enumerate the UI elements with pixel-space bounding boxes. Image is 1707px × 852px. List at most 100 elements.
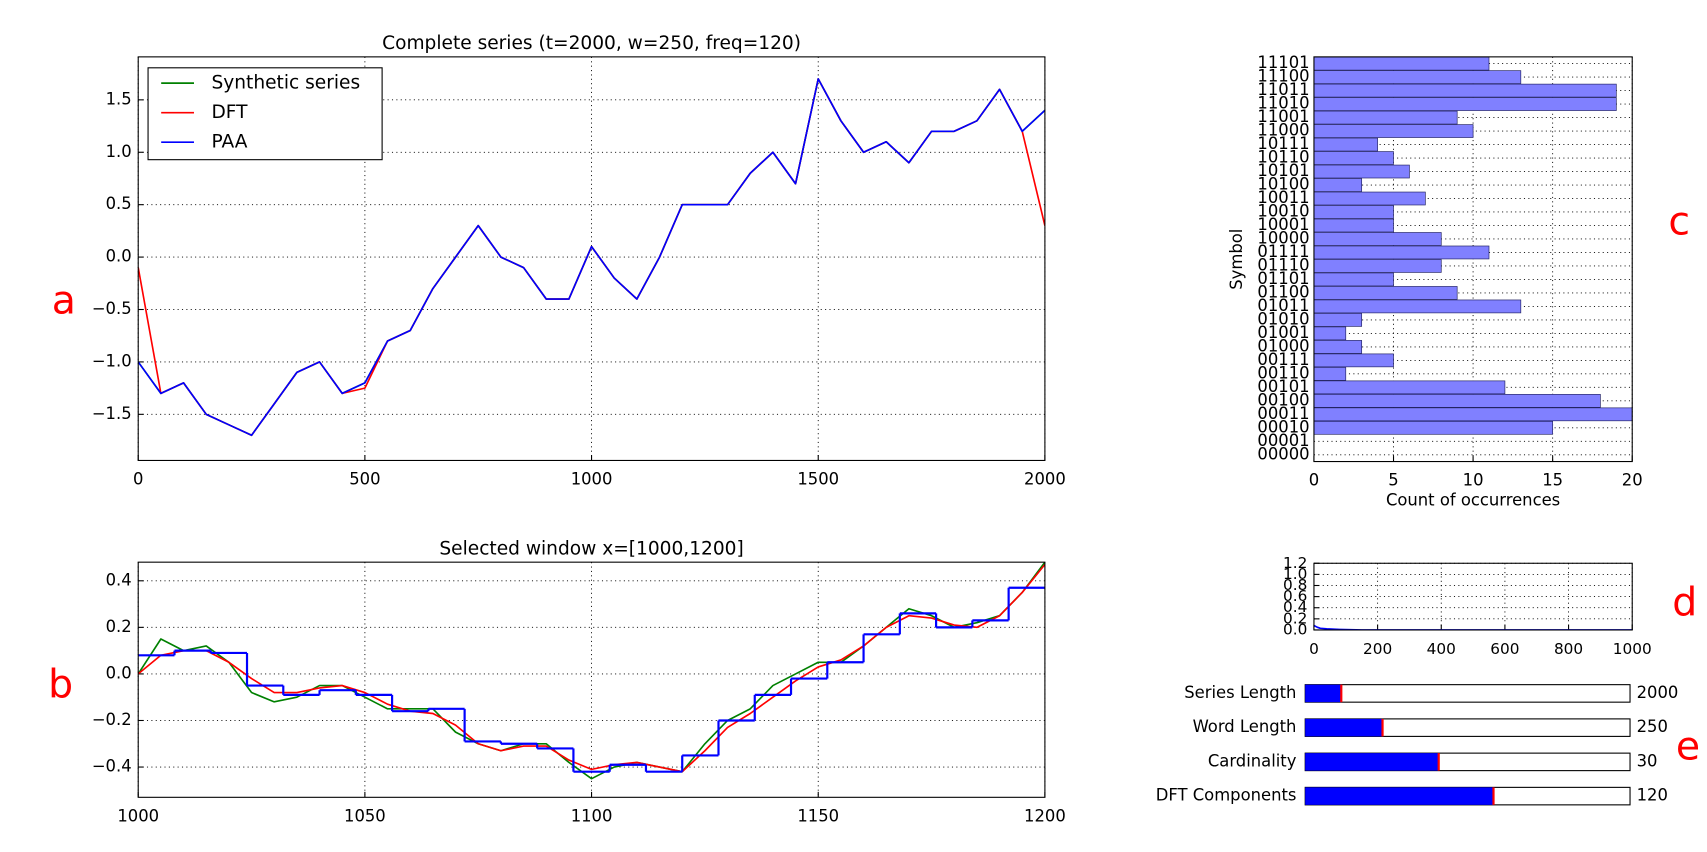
bar [1313, 367, 1347, 381]
x-tick-label: 1150 [797, 807, 839, 826]
chart-title: Selected window x=[1000,1200] [439, 539, 743, 560]
x-tick-label: 1200 [1024, 807, 1066, 826]
bar [1313, 151, 1394, 165]
y-tick-label: 1.0 [106, 142, 132, 161]
legend-label: DFT [211, 102, 248, 123]
bar [1313, 232, 1442, 246]
slider-label: Series Length [1184, 683, 1296, 702]
y-tick-label: 00110 [1257, 363, 1309, 382]
x-tick-label: 600 [1490, 640, 1519, 658]
y-tick-label: 1.0 [1283, 565, 1307, 583]
y-tick-label: 00100 [1257, 390, 1309, 409]
y-tick-label: 0.8 [1283, 576, 1307, 594]
y-tick-label: −0.4 [92, 757, 132, 776]
bar [1313, 124, 1474, 138]
x-tick-label: 0 [133, 470, 143, 489]
x-tick-label: 200 [1363, 640, 1392, 658]
y-tick-label: 00001 [1257, 431, 1309, 450]
y-tick-label: 11001 [1257, 107, 1309, 126]
y-tick-label: 0.5 [106, 194, 132, 213]
x-axis-label: Count of occurrences [1386, 490, 1560, 509]
x-tick-label: 15 [1542, 471, 1563, 490]
x-tick-label: 1000 [117, 807, 159, 826]
series-line [138, 563, 1045, 773]
bar [1313, 137, 1378, 152]
x-tick-label: 10 [1463, 471, 1484, 490]
x-tick-label: 1100 [571, 807, 613, 826]
bar [1313, 97, 1617, 111]
bar [1313, 421, 1553, 435]
panel-label: b [48, 661, 73, 707]
bar [1313, 70, 1522, 84]
legend-label: Synthetic series [211, 73, 360, 94]
slider-value: 120 [1637, 786, 1668, 805]
bar [1313, 83, 1617, 98]
bar [1313, 313, 1363, 327]
x-tick-label: 1000 [1613, 640, 1652, 658]
series-line [138, 78, 1045, 437]
y-tick-label: 1.5 [106, 89, 132, 108]
y-tick-label: 01101 [1257, 269, 1309, 288]
y-tick-label: 00101 [1257, 377, 1309, 396]
y-tick-label: 0.2 [1283, 609, 1307, 627]
y-tick-label: 10001 [1257, 215, 1309, 234]
panel-label: a [52, 277, 76, 323]
y-tick-label: 0.0 [106, 247, 132, 266]
y-tick-label: 0.4 [1283, 598, 1307, 616]
bar [1313, 205, 1394, 219]
y-tick-label: −0.2 [92, 710, 132, 729]
x-tick-label: 500 [349, 470, 380, 489]
x-tick-label: 0 [1309, 640, 1319, 658]
bar [1313, 326, 1347, 341]
y-tick-label: 00000 [1257, 444, 1309, 463]
bar [1313, 353, 1394, 368]
series-line [1313, 624, 1633, 630]
chart-title: Complete series (t=2000, w=250, freq=120… [382, 33, 801, 54]
y-tick-label: 11010 [1257, 94, 1309, 113]
bar [1313, 259, 1442, 273]
x-tick-label: 0 [1309, 471, 1319, 490]
slider-fill [1305, 787, 1494, 805]
y-tick-label: 11000 [1257, 121, 1309, 140]
bar [1313, 218, 1394, 233]
y-tick-label: 10100 [1257, 175, 1309, 194]
y-tick-label: 0.6 [1283, 587, 1307, 605]
x-tick-label: 1050 [344, 807, 386, 826]
y-tick-label: 0.4 [106, 570, 132, 589]
y-tick-label: 10011 [1257, 188, 1309, 207]
y-tick-label: 01110 [1257, 255, 1309, 274]
slider-track [1304, 684, 1631, 703]
slider-label: Cardinality [1208, 751, 1297, 770]
x-tick-label: 2000 [1024, 470, 1066, 489]
y-tick-label: −1.5 [92, 404, 132, 423]
x-tick-label: 1500 [797, 470, 839, 489]
panel-label: e [1676, 724, 1700, 770]
y-tick-label: 1.2 [1283, 554, 1307, 572]
plot-frame [137, 561, 1046, 798]
y-tick-label: 10111 [1257, 134, 1309, 153]
y-tick-label: 00011 [1257, 404, 1309, 423]
bar [1313, 299, 1522, 314]
slider-fill [1305, 718, 1383, 737]
bar [1313, 380, 1506, 395]
y-tick-label: 10000 [1257, 228, 1309, 247]
panel-label: c [1668, 199, 1690, 245]
bar [1313, 286, 1458, 300]
slider-fill [1305, 753, 1439, 771]
y-tick-label: −0.5 [92, 299, 132, 318]
bar [1313, 407, 1633, 422]
plot-frame [1313, 562, 1633, 631]
legend-label: PAA [211, 132, 247, 153]
bar [1313, 394, 1601, 408]
panel-label: d [1672, 579, 1697, 625]
bar [1313, 245, 1490, 260]
y-tick-label: 01100 [1257, 282, 1309, 301]
bar [1313, 164, 1410, 179]
series-line [138, 562, 1045, 780]
y-tick-label: 11011 [1257, 80, 1309, 99]
y-tick-label: 11101 [1257, 53, 1309, 72]
y-tick-label: 01001 [1257, 323, 1309, 342]
bar [1313, 191, 1426, 206]
y-tick-label: −1.0 [92, 351, 132, 370]
